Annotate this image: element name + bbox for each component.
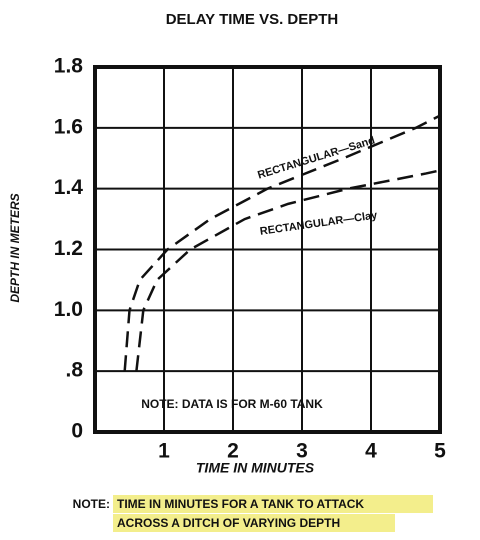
line-series — [123, 114, 441, 372]
footnote-line: ACROSS A DITCH OF VARYING DEPTH — [117, 516, 340, 530]
footnote-line: TIME IN MINUTES FOR A TANK TO ATTACK — [117, 497, 364, 511]
y-tick-label: 1.6 — [54, 115, 83, 138]
y-tick-label: 1.4 — [54, 176, 84, 199]
x-tick-label: 1 — [158, 440, 170, 463]
chart-title: DELAY TIME VS. DEPTH — [166, 11, 339, 28]
y-tick-label: 1.2 — [54, 237, 83, 260]
footnote-label: NOTE: — [73, 497, 110, 511]
y-tick-label: 1.8 — [54, 55, 84, 78]
line-series — [135, 169, 441, 372]
x-tick-label: 4 — [365, 440, 377, 463]
y-axis-label: DEPTH IN METERS — [8, 193, 22, 302]
x-tick-label: 2 — [227, 440, 239, 463]
x-axis-label: TIME IN MINUTES — [196, 460, 315, 476]
highlight — [113, 495, 433, 513]
x-tick-label: 3 — [296, 440, 308, 463]
series-label: RECTANGULAR—Clay — [259, 209, 379, 237]
y-tick-label: 1.0 — [54, 298, 83, 321]
y-tick-label: .8 — [65, 359, 83, 382]
plot-frame — [93, 65, 442, 434]
x-tick-label: 5 — [434, 440, 446, 463]
y-tick-label: 0 — [71, 420, 83, 443]
highlight — [113, 514, 395, 532]
series-label: RECTANGULAR—Sand — [256, 134, 376, 181]
